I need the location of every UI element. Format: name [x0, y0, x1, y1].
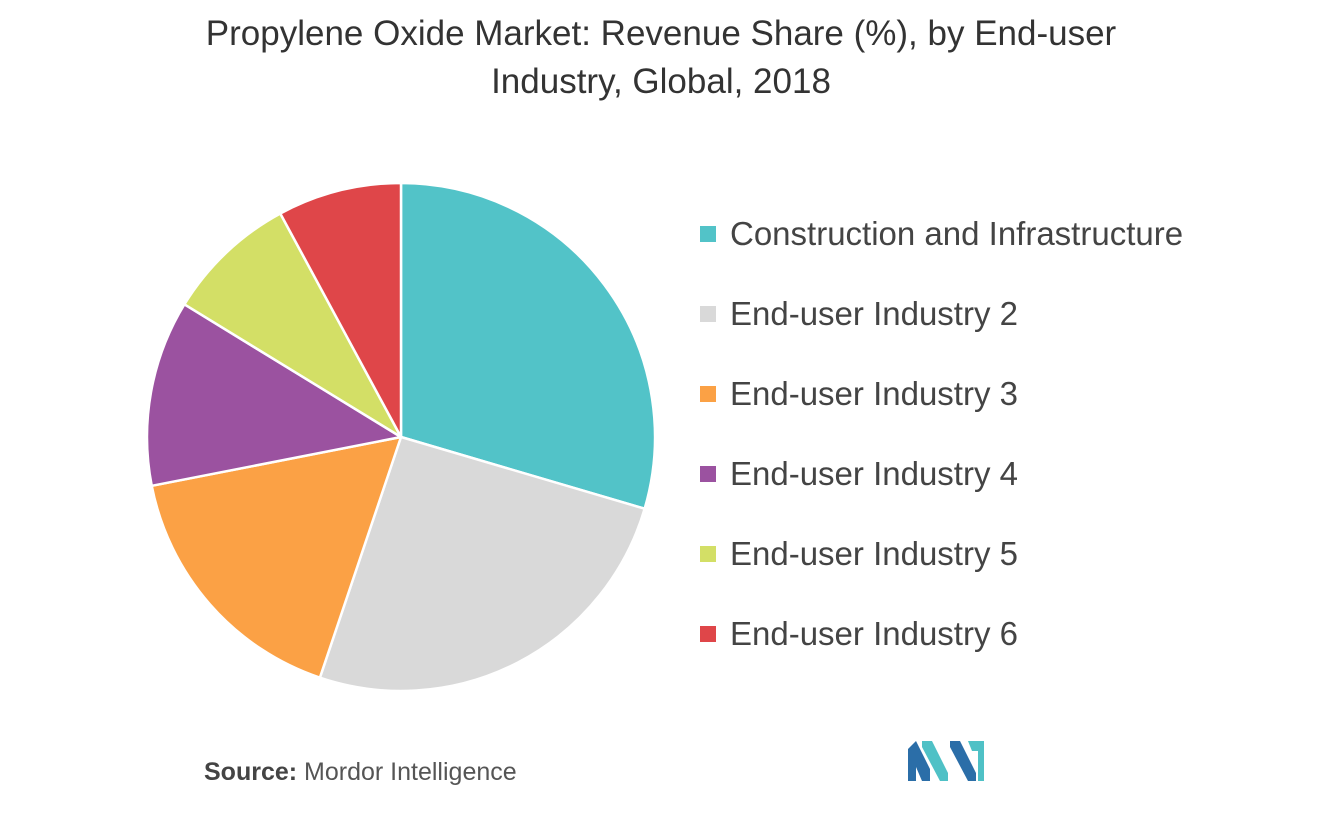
legend-label: Construction and Infrastructure: [730, 215, 1184, 252]
source-note: Source: Mordor Intelligence: [204, 755, 517, 789]
logo-shape-right: [950, 741, 976, 781]
legend-label: End-user Industry 4: [730, 455, 1018, 492]
pie-slice-6: [279, 181, 403, 439]
chart-title: Propylene Oxide Market: Revenue Share (%…: [0, 10, 1322, 106]
legend-swatch: [700, 306, 716, 322]
legend-swatch: [700, 626, 716, 642]
legend-item: End-user Industry 4: [700, 452, 1183, 532]
legend-item: End-user Industry 2: [700, 292, 1183, 372]
logo-shape-mid: [922, 741, 948, 781]
pie-slice-5: [183, 212, 403, 439]
pie-slice-2: [318, 435, 646, 693]
pie-slice-1: [399, 181, 657, 510]
chart-title-line-2: Industry, Global, 2018: [491, 62, 831, 101]
legend-label: End-user Industry 6: [730, 615, 1018, 652]
logo-shape-left: [908, 741, 930, 781]
legend-item: End-user Industry 5: [700, 532, 1183, 612]
source-prefix: Source:: [204, 758, 298, 786]
pie-slice-4: [145, 303, 403, 488]
legend: Construction and Infrastructure End-user…: [700, 212, 1183, 692]
pie-slices: [145, 181, 657, 693]
legend-label: End-user Industry 2: [730, 295, 1018, 332]
legend-label: End-user Industry 3: [730, 375, 1018, 412]
legend-swatch: [700, 386, 716, 402]
legend-swatch: [700, 466, 716, 482]
legend-swatch: [700, 546, 716, 562]
mordor-intelligence-logo-icon: [908, 741, 984, 781]
pie-slice-3: [150, 435, 403, 679]
chart-title-line-1: Propylene Oxide Market: Revenue Share (%…: [205, 14, 1117, 53]
legend-item: End-user Industry 6: [700, 612, 1183, 692]
logo-shape-tail: [968, 741, 984, 781]
legend-label: End-user Industry 5: [730, 535, 1018, 572]
legend-swatch: [700, 226, 716, 242]
legend-item: End-user Industry 3: [700, 372, 1183, 452]
legend-item: Construction and Infrastructure: [700, 212, 1183, 292]
source-name: Mordor Intelligence: [304, 758, 517, 786]
